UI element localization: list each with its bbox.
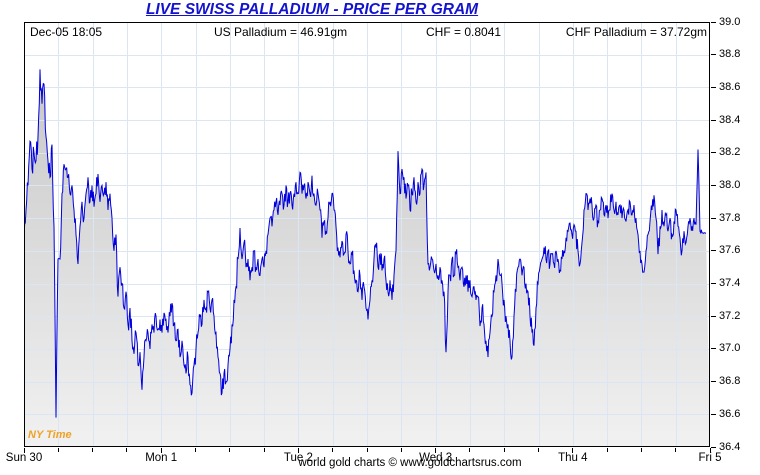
chart-title: LIVE SWISS PALLADIUM - PRICE PER GRAM [145,1,479,18]
x-axis-tick [92,448,94,452]
header-us-palladium: US Palladium = 46.91gm [214,25,348,39]
price-area-fill [24,69,710,447]
y-axis-tick [711,86,716,88]
y-axis-tick [711,348,716,350]
price-line [24,69,707,418]
x-axis-tick [435,448,437,453]
y-axis-label: 39.0 [719,15,741,28]
x-axis-tick [675,448,677,452]
gridlines [24,22,710,447]
plot-area: Dec-05 18:05 US Palladium = 46.91gm CHF … [24,22,710,447]
y-axis-tick [711,250,716,252]
y-axis-tick [711,119,716,121]
x-axis-tick [297,448,299,453]
price-chart-svg [24,22,710,447]
x-axis-label: Thu 4 [558,452,588,464]
y-axis-tick [711,54,716,56]
y-axis-label: 38.6 [719,80,741,93]
y-axis-label: 37.8 [719,211,741,224]
y-axis-label: 37.2 [719,309,741,322]
y-axis-label: 36.8 [719,375,741,388]
y-axis-label: 38.0 [719,178,741,191]
x-axis-tick [503,448,505,452]
y-axis-label: 37.6 [719,244,741,257]
x-axis-tick [126,448,128,452]
x-axis-tick [160,448,162,453]
x-axis-tick [366,448,368,452]
x-axis-tick [709,448,711,453]
x-axis-label: Wed 3 [419,452,453,464]
y-axis-label: 36.4 [719,440,741,453]
x-axis-tick [469,448,471,452]
x-axis-tick [229,448,231,452]
y-axis-tick [711,381,716,383]
x-axis-tick [195,448,196,452]
x-axis-tick [538,448,539,452]
y-axis-label: 36.6 [719,407,741,420]
header-chf-palladium: CHF Palladium = 37.72gm [565,25,707,39]
header-timestamp: Dec-05 18:05 [30,25,103,39]
y-axis-tick [711,413,716,415]
y-axis-tick [711,184,716,186]
y-axis-tick [711,283,716,285]
x-axis-tick [332,448,334,452]
x-axis-tick [23,448,25,453]
watermark: world gold charts © www.goldchartsrus.co… [298,457,522,469]
x-axis-label: Tue 2 [283,452,313,464]
x-axis-tick [57,448,59,452]
y-axis-label: 38.4 [719,113,741,126]
x-axis-tick [606,448,608,452]
x-axis-label: Fri 5 [698,452,722,464]
y-axis-tick [711,21,716,23]
y-axis-tick [711,315,716,317]
y-axis-label: 38.8 [719,48,741,61]
y-axis-tick [711,217,716,219]
x-axis-tick [572,448,574,453]
y-axis-label: 37.4 [719,277,741,290]
y-axis-label: 38.2 [719,146,741,159]
x-axis-tick [640,448,642,452]
y-axis-tick [711,152,716,154]
header-chf-rate: CHF = 0.8041 [426,25,502,39]
plot-border [24,22,710,447]
x-axis-label: Sun 30 [5,452,43,464]
y-axis-label: 37.0 [719,342,741,355]
y-axis-tick [711,446,716,448]
x-axis-tick [263,448,265,452]
x-axis-tick [400,448,402,452]
ny-time-label: NY Time [28,429,72,441]
x-axis-label: Mon 1 [145,452,178,464]
